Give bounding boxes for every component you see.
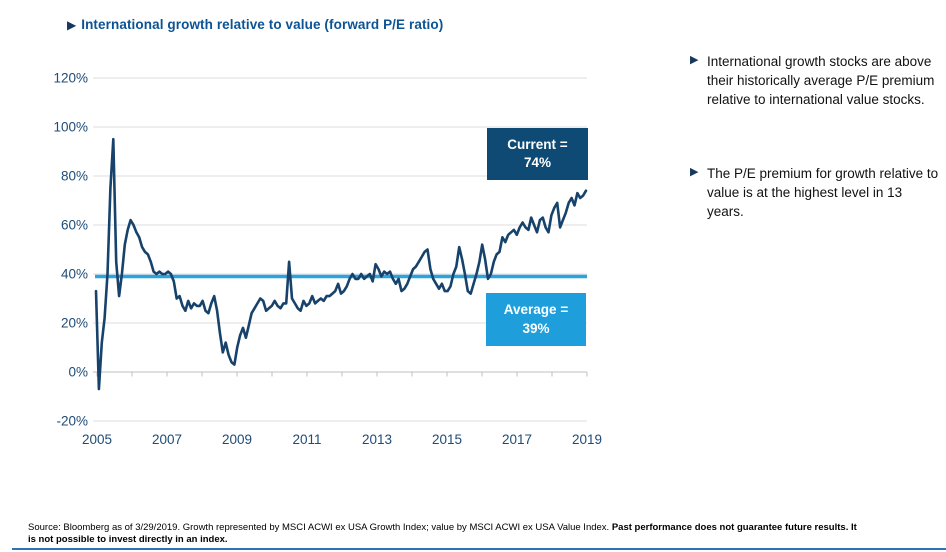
x-axis-label: 2009 xyxy=(222,432,252,447)
chart-title: International growth relative to value (… xyxy=(81,17,444,32)
bullet-2-text: The P/E premium for growth relative to v… xyxy=(707,166,939,219)
average-value-callout: Average = 39% xyxy=(486,293,586,346)
y-axis-label: 20% xyxy=(61,316,88,331)
x-axis-label: 2017 xyxy=(502,432,532,447)
footer-divider xyxy=(12,548,946,550)
x-axis-label: 2005 xyxy=(82,432,112,447)
average-label: Average = xyxy=(503,302,569,318)
x-axis-label: 2019 xyxy=(572,432,602,447)
pe-chart-canvas: -20% 0% 20% 40% 60% 80% 100% 120% 2005 2007 2009 20… xyxy=(53,71,602,448)
y-axis-label: 120% xyxy=(53,71,88,86)
x-axis-label: 2015 xyxy=(432,432,462,447)
y-axis-label: 0% xyxy=(68,365,88,380)
average-value: 39% xyxy=(522,320,550,336)
bullet-arrow-icon: ▶ xyxy=(690,166,699,178)
disclaimer-text: Past performance does not guarantee futu… xyxy=(28,522,857,545)
pe-ratio-chart: -20% 0% 20% 40% 60% 80% 100% 120% 2005 2007 2009 20… xyxy=(53,71,602,448)
current-value-callout: Current = 74% xyxy=(487,128,588,180)
growth-vs-value-series-line xyxy=(94,137,588,391)
x-axis-label: 2013 xyxy=(362,432,392,447)
y-axis-label: 40% xyxy=(61,267,88,282)
commentary-bullet-2: ▶ The P/E premium for growth relative to… xyxy=(690,164,942,221)
y-axis-label: 60% xyxy=(61,218,88,233)
source-disclosure: Source: Bloomberg as of 3/29/2019. Growt… xyxy=(28,522,860,546)
source-text: Source: Bloomberg as of 3/29/2019. Growt… xyxy=(28,522,612,533)
title-arrow-icon: ▶ xyxy=(67,17,77,32)
bullet-arrow-icon: ▶ xyxy=(690,54,699,66)
x-axis-label: 2011 xyxy=(292,432,321,447)
y-axis-label: 80% xyxy=(61,169,88,184)
chart-title-row: ▶ International growth relative to value… xyxy=(67,17,443,32)
current-label: Current = xyxy=(507,136,568,152)
commentary-bullet-1: ▶ International growth stocks are above … xyxy=(690,52,942,109)
current-value: 74% xyxy=(523,155,552,170)
y-axis-label: -20% xyxy=(56,414,88,429)
y-axis-label: 100% xyxy=(53,120,88,135)
bullet-1-text: International growth stocks are above th… xyxy=(707,54,935,107)
x-axis-label: 2007 xyxy=(152,432,182,447)
